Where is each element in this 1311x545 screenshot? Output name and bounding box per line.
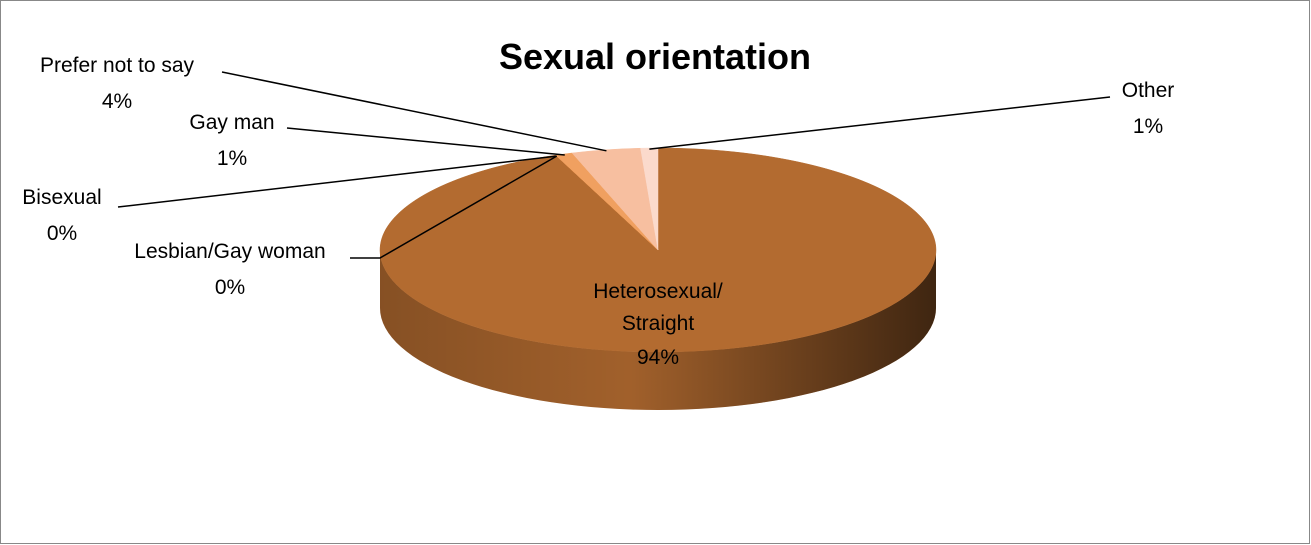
- data-label-name: Prefer not to say: [39, 54, 195, 77]
- data-label-value: 1%: [1132, 115, 1164, 138]
- data-label-name: Lesbian/Gay woman: [134, 240, 326, 263]
- data-label-name: Other: [1121, 79, 1175, 102]
- data-label-name: Bisexual: [22, 186, 102, 209]
- leader-line: [649, 96, 1111, 150]
- leader-line: [350, 155, 558, 259]
- leader-line: [117, 155, 557, 208]
- data-label-value: 0%: [214, 276, 246, 299]
- data-label-value: 94%: [636, 346, 680, 369]
- leader-line: [286, 127, 565, 156]
- data-label-name: Gay man: [189, 111, 275, 134]
- data-label-value: 1%: [216, 147, 248, 170]
- leader-line: [221, 71, 607, 152]
- data-label-value: 4%: [101, 90, 133, 113]
- data-label-value: 0%: [46, 222, 78, 245]
- slice-side-shade: [380, 250, 936, 410]
- data-label-name: Heterosexual/ Straight: [593, 280, 723, 335]
- chart-title: Sexual orientation: [498, 36, 812, 77]
